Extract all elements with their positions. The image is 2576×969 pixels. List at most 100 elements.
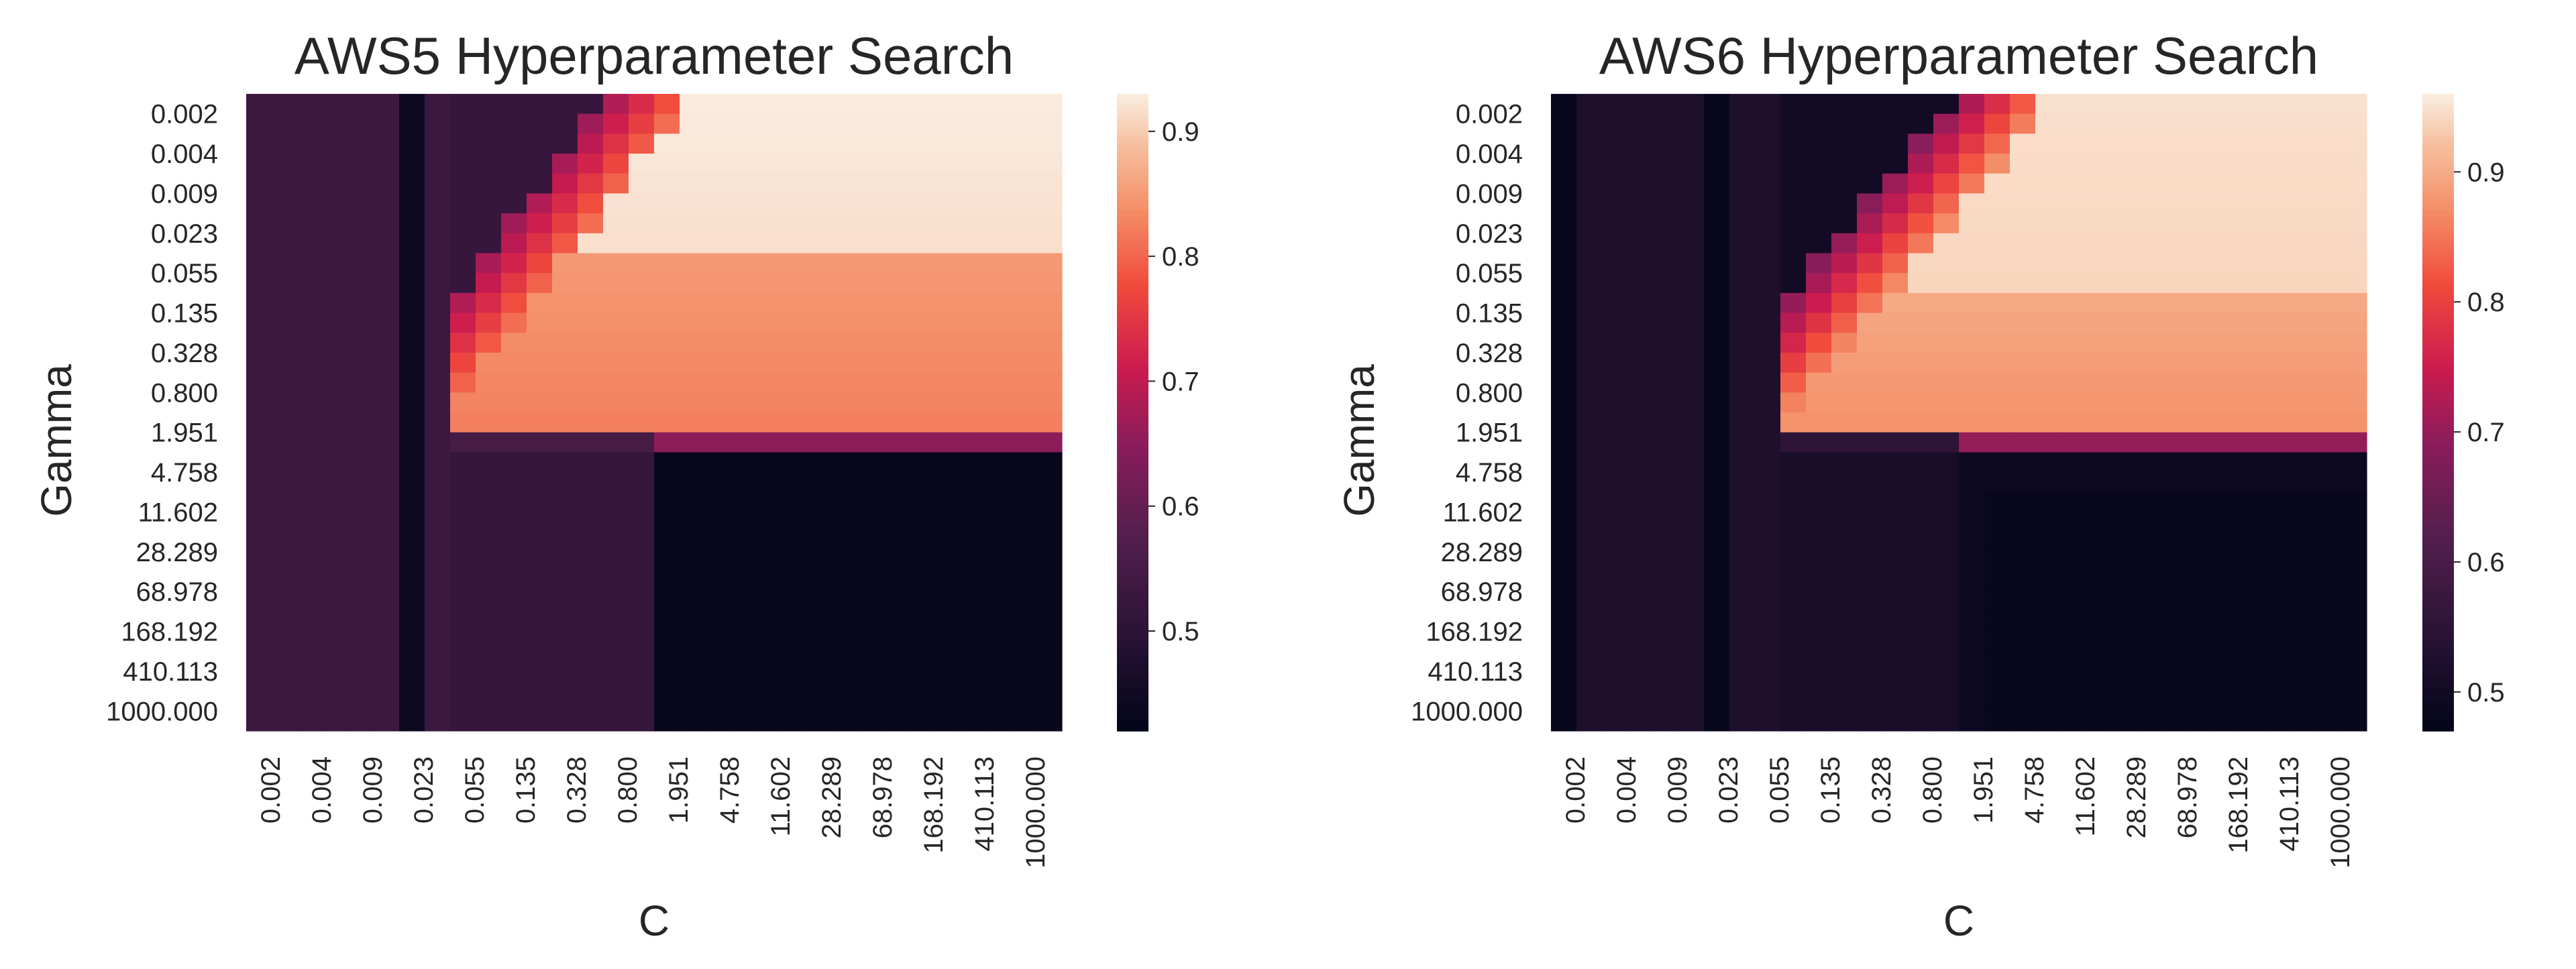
- heatmap-cell: [807, 94, 833, 115]
- heatmap-cell: [858, 631, 884, 652]
- heatmap-cell: [782, 253, 808, 274]
- heatmap-cell: [1678, 392, 1705, 413]
- heatmap-cell: [2316, 133, 2342, 154]
- heatmap-cell: [527, 312, 553, 333]
- colorbar-segment: [1117, 476, 1148, 482]
- heatmap-cell: [578, 213, 604, 234]
- heatmap-cell: [909, 671, 935, 692]
- heatmap-cell: [2265, 412, 2291, 433]
- heatmap-cell: [323, 412, 349, 433]
- heatmap-cell: [527, 432, 553, 453]
- heatmap-cell: [246, 711, 272, 732]
- x-tick-label: 0.023: [1714, 756, 1743, 823]
- colorbar-segment: [2422, 481, 2454, 488]
- colorbar-segment: [1117, 699, 1148, 705]
- heatmap-cell: [450, 292, 476, 314]
- heatmap-cell: [2316, 213, 2342, 234]
- heatmap-cell: [2341, 392, 2367, 413]
- heatmap-cell: [2163, 711, 2189, 732]
- heatmap-cell: [985, 651, 1012, 672]
- heatmap-cell: [476, 113, 502, 134]
- heatmap-cell: [2188, 472, 2214, 493]
- heatmap-cell: [654, 571, 680, 592]
- y-tick-label: 28.289: [136, 538, 218, 567]
- heatmap-cell: [1780, 671, 1807, 692]
- heatmap-cell: [1729, 591, 1756, 612]
- heatmap-cell: [1755, 532, 1781, 553]
- y-tick-label: 11.602: [138, 498, 218, 527]
- heatmap-cell: [2265, 193, 2291, 214]
- heatmap-cell: [450, 472, 476, 493]
- heatmap-cell: [348, 113, 374, 134]
- heatmap-cell: [1036, 372, 1063, 393]
- heatmap-cell: [934, 392, 961, 413]
- heatmap-cell: [705, 492, 731, 513]
- heatmap-cell: [2035, 571, 2061, 592]
- colorbar-segment: [2422, 486, 2454, 493]
- heatmap-cell: [960, 292, 986, 314]
- heatmap-cell: [2239, 233, 2265, 254]
- heatmap-cell: [297, 571, 323, 592]
- heatmap-cell: [1704, 372, 1730, 393]
- heatmap-cell: [1959, 154, 1985, 174]
- heatmap-cell: [2341, 472, 2367, 493]
- heatmap-cell: [1704, 512, 1730, 532]
- heatmap-cell: [833, 333, 859, 353]
- heatmap-cell: [1780, 113, 1807, 134]
- heatmap-cell: [629, 193, 655, 214]
- heatmap-cell: [425, 512, 451, 532]
- x-tick-label: 28.289: [2122, 756, 2151, 838]
- heatmap-cell: [909, 333, 935, 353]
- heatmap-cell: [2214, 671, 2240, 692]
- heatmap-cell: [2316, 333, 2342, 353]
- x-tick-label: 11.602: [2071, 756, 2100, 836]
- heatmap-cell: [2112, 213, 2138, 234]
- heatmap-cell: [1551, 213, 1577, 234]
- y-tick-label: 0.135: [151, 299, 218, 329]
- heatmap-cell: [1704, 691, 1730, 711]
- heatmap-cell: [348, 472, 374, 493]
- heatmap-cell: [2086, 352, 2112, 374]
- colorbar-segment: [1117, 162, 1148, 169]
- heatmap-cell: [2010, 352, 2036, 374]
- heatmap-cell: [348, 352, 374, 374]
- heatmap-cell: [272, 591, 298, 612]
- heatmap-cell: [654, 711, 680, 732]
- heatmap-cell: [1551, 352, 1577, 374]
- heatmap-cell: [1551, 233, 1577, 254]
- heatmap-cell: [1780, 432, 1807, 453]
- heatmap-cell: [1011, 412, 1037, 433]
- heatmap-cell: [1704, 333, 1730, 353]
- heatmap-cell: [1602, 412, 1628, 433]
- heatmap-cell: [2290, 154, 2316, 174]
- heatmap-cell: [476, 671, 502, 692]
- heatmap-cell: [1704, 711, 1730, 732]
- heatmap-cell: [323, 512, 349, 532]
- heatmap-cell: [1627, 233, 1654, 254]
- heatmap-cell: [705, 312, 731, 333]
- colorbar-segment: [1117, 619, 1148, 626]
- colorbar-segment: [2422, 683, 2454, 689]
- heatmap-cell: [1959, 273, 1985, 294]
- heatmap-cell: [1704, 312, 1730, 333]
- heatmap-cell: [578, 292, 604, 314]
- heatmap-cell: [348, 512, 374, 532]
- heatmap-cell: [1678, 611, 1705, 632]
- heatmap-cell: [1011, 512, 1037, 532]
- heatmap-cell: [680, 532, 706, 553]
- colorbar-segment: [1117, 369, 1148, 376]
- heatmap-cell: [272, 352, 298, 374]
- heatmap-cell: [552, 512, 578, 532]
- heatmap-cell: [1678, 213, 1705, 234]
- heatmap-cell: [1831, 193, 1858, 214]
- heatmap-cell: [2265, 273, 2291, 294]
- heatmap-cell: [1780, 213, 1807, 234]
- heatmap-cell: [1984, 532, 2010, 553]
- heatmap-cell: [2112, 133, 2138, 154]
- heatmap-cell: [527, 551, 553, 573]
- heatmap-cell: [934, 432, 961, 453]
- heatmap-cell: [782, 154, 808, 174]
- heatmap-cell: [731, 512, 757, 532]
- heatmap-cell: [603, 233, 629, 254]
- colorbar-segment: [1117, 221, 1148, 227]
